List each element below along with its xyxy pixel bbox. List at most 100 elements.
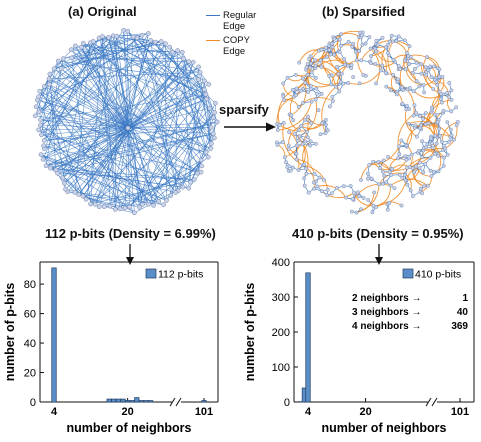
regular-edge (48, 78, 129, 129)
regular-edge (71, 49, 129, 129)
graph-node (32, 113, 38, 119)
graph-node (309, 121, 314, 126)
graph-node (114, 33, 120, 39)
regular-edge (45, 127, 129, 167)
regular-edge (127, 66, 199, 129)
copy-edge (317, 185, 347, 198)
copy-edge (356, 192, 375, 214)
copy-edge (423, 148, 445, 158)
y-tick-label: 80 (24, 279, 36, 291)
regular-edge (124, 127, 129, 209)
graph-node (146, 31, 151, 36)
regular-edge (136, 37, 212, 128)
graph-node (378, 68, 383, 73)
graph-node (387, 169, 392, 174)
sparsify-label: sparsify (219, 102, 269, 117)
graph-node (146, 201, 151, 207)
graph-node (437, 74, 442, 79)
legend-swatch (402, 268, 414, 279)
regular-edge (102, 36, 129, 129)
graph-node (361, 196, 366, 200)
graph-node (319, 91, 324, 96)
graph-node (339, 71, 344, 76)
graph-node (36, 127, 42, 133)
regular-edge (38, 96, 129, 129)
copy-edge (277, 144, 286, 158)
regular-edge (71, 49, 173, 53)
graph-node (440, 100, 444, 105)
graph-node (434, 79, 439, 84)
graph-node (436, 153, 441, 158)
graph-node (46, 81, 52, 87)
graph-node (130, 34, 136, 40)
graph-node (80, 193, 86, 199)
histogram-bar (106, 398, 112, 403)
regular-edge (71, 57, 194, 63)
graph-node (164, 198, 169, 203)
regular-edge (127, 72, 201, 129)
graph-node (357, 81, 362, 86)
graph-node (355, 190, 360, 195)
graph-node (449, 97, 454, 102)
graph-node (406, 53, 411, 58)
regular-edge (127, 127, 143, 205)
graph-node (402, 38, 407, 43)
graph-node (96, 204, 102, 210)
y-tick-label: 100 (272, 362, 290, 374)
graph-node (212, 110, 218, 115)
graph-node (366, 176, 370, 181)
graph-node (101, 204, 107, 210)
graph-node (48, 165, 53, 171)
copy-edge (321, 86, 337, 134)
graph-node (285, 165, 290, 169)
graph-node (41, 84, 47, 89)
regular-edge (38, 129, 189, 189)
graph-node (348, 184, 353, 188)
graph-node (304, 171, 309, 176)
graph-node (99, 34, 105, 39)
graph-node (112, 207, 118, 212)
graph-node (179, 49, 185, 55)
copy-edge (405, 69, 424, 86)
graph-node (349, 209, 354, 214)
graph-node (432, 64, 436, 69)
graph-node (426, 68, 431, 73)
graph-node (38, 122, 43, 128)
graph-node (168, 193, 174, 198)
regular-edge (95, 79, 199, 205)
regular-edge (41, 127, 129, 136)
graph-node (351, 75, 356, 80)
graph-node (366, 197, 370, 202)
graph-node (325, 55, 329, 59)
graph-node (431, 87, 436, 91)
copy-edge (425, 99, 452, 125)
graph-node (388, 88, 393, 93)
graph-node (361, 73, 366, 77)
regular-edge (64, 127, 129, 184)
regular-edge (183, 58, 202, 161)
annotation-value: 40 (457, 307, 469, 318)
graph-node (294, 157, 299, 162)
edge-legend: Regular Edge COPY Edge (206, 10, 267, 60)
graph-node (309, 99, 314, 104)
regular-edge (60, 68, 129, 129)
graph-node (399, 138, 404, 143)
regular-edge (127, 58, 184, 129)
regular-edge (40, 119, 129, 129)
copy-edge (276, 96, 295, 125)
graph-node (325, 128, 330, 133)
graph-node (296, 128, 301, 132)
regular-edge (127, 127, 130, 207)
graph-node (325, 187, 330, 192)
copy-edge (307, 74, 342, 86)
regular-edge (198, 79, 212, 144)
graph-node (125, 125, 131, 131)
regular-edge (43, 127, 129, 146)
left-histogram: 0 20 40 60 80 4 20 101 112 p-bits number of neigh… (3, 261, 219, 435)
graph-node (203, 149, 209, 155)
graph-node (106, 34, 111, 40)
graph-node (284, 160, 288, 165)
regular-edge (132, 36, 202, 173)
regular-edge (127, 50, 178, 129)
graph-node (205, 154, 211, 160)
